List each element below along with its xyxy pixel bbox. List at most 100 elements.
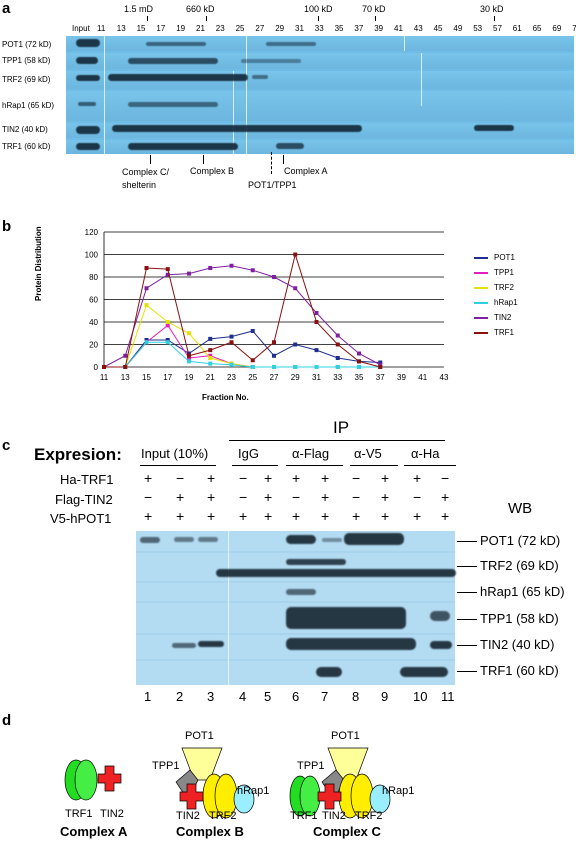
marker-label: 1.5 mD — [124, 4, 154, 14]
blot-row-label: hRap1 (65 kD) — [2, 101, 55, 110]
fraction-number: 23 — [215, 24, 225, 33]
fraction-number: 61 — [512, 24, 522, 33]
fraction-number: 11 — [97, 24, 106, 33]
y-tick-label: 120 — [85, 228, 99, 237]
fraction-number: 15 — [136, 24, 146, 33]
legend-swatch — [474, 331, 488, 334]
complex-c-diagram — [289, 747, 391, 819]
expression-sign: + — [264, 508, 273, 524]
wb-band-label: hRap1 (65 kD) — [480, 584, 565, 599]
diagram-label: hRap1 — [237, 785, 270, 797]
y-tick-label: 40 — [89, 318, 98, 327]
data-point — [165, 338, 170, 342]
legend-label: hRap1 — [494, 298, 518, 307]
data-point — [314, 320, 319, 324]
complex-b-annotation: Complex B — [190, 166, 235, 176]
data-point — [165, 340, 170, 345]
y-tick-label: 20 — [89, 341, 98, 350]
data-point — [229, 362, 234, 367]
blot-row-label: TIN2 (40 kD) — [2, 125, 48, 134]
legend-swatch — [474, 316, 488, 319]
fraction-number: 29 — [275, 24, 285, 33]
diagram-label: TRF2 — [209, 810, 237, 822]
lane-number: 3 — [207, 689, 215, 704]
legend-label: TIN2 — [494, 313, 512, 322]
data-point — [187, 351, 191, 356]
data-point — [335, 333, 340, 338]
data-point — [165, 320, 170, 324]
data-point — [250, 358, 255, 363]
chart-legend: POT1 TPP1 TRF2 hRap1 TIN2 TRF1 — [474, 253, 554, 348]
data-point — [378, 360, 383, 365]
expression-sign: − — [239, 470, 248, 486]
lane-number: 2 — [176, 689, 184, 704]
data-point — [314, 365, 319, 369]
fraction-number: 43 — [413, 24, 423, 33]
lane-number: 9 — [381, 689, 389, 704]
complex-name: Complex B — [176, 824, 244, 839]
data-point — [187, 353, 191, 358]
expression-sign: + — [441, 508, 450, 524]
data-point — [250, 329, 255, 333]
chart-y-axis-label: Protein Distribution — [34, 226, 43, 301]
group-label: IgG — [238, 446, 259, 461]
lane-number: 1 — [144, 689, 152, 704]
data-point — [208, 348, 213, 353]
x-tick-label: 35 — [355, 373, 364, 382]
western-blot-a — [66, 36, 574, 154]
panel-d-letter: d — [2, 712, 12, 729]
fraction-number: 69 — [552, 24, 562, 33]
data-point — [144, 266, 149, 270]
data-point — [272, 275, 276, 279]
wb-band-label: TRF2 (69 kD) — [480, 558, 559, 573]
data-point — [357, 351, 361, 356]
legend-item: TIN2 — [474, 313, 511, 326]
panel-c-letter: c — [2, 437, 11, 454]
fraction-number: 39 — [374, 24, 384, 33]
wb-band-label: TIN2 (40 kD) — [480, 637, 555, 652]
y-tick-label: 60 — [89, 296, 98, 305]
ip-label: IP — [333, 418, 350, 437]
data-point — [335, 356, 340, 360]
data-point — [144, 303, 149, 308]
wb-band-label: TRF1 (60 kD) — [480, 663, 559, 678]
x-tick-label: 15 — [142, 373, 151, 382]
complex-name: Complex C — [313, 824, 381, 839]
diagram-label: POT1 — [185, 730, 214, 742]
x-tick-label: 31 — [312, 373, 321, 382]
wb-label: WB — [508, 500, 533, 517]
expression-sign: − — [352, 470, 361, 486]
expression-row-label: Ha-TRF1 — [60, 472, 114, 487]
x-tick-label: 17 — [163, 373, 172, 382]
fraction-number: 33 — [314, 24, 324, 33]
data-point — [314, 348, 319, 353]
data-point — [229, 263, 234, 268]
data-point — [208, 266, 213, 270]
western-blot-c — [136, 531, 456, 685]
x-tick-label: 11 — [100, 373, 109, 382]
wb-band-label: POT1 (72 kD) — [480, 533, 561, 548]
fraction-number: 19 — [176, 24, 186, 33]
expression-sign: + — [321, 470, 330, 486]
x-tick-label: 13 — [121, 373, 130, 382]
blot-row-label: TRF1 (60 kD) — [2, 142, 51, 151]
expression-sign: + — [441, 489, 450, 505]
input-label: Input — [72, 24, 90, 33]
complex-b-diagram — [175, 747, 255, 819]
x-tick-label: 21 — [206, 373, 215, 382]
protein-distribution-chart: 0 20 40 60 80 100 120 11 13 15 17 19 21 23 25 27 29 31 33 3… — [85, 228, 449, 382]
marker-label: 70 kD — [362, 4, 386, 14]
expression-sign: + — [413, 508, 422, 524]
expression-sign: + — [381, 508, 390, 524]
diagram-label: TPP1 — [297, 760, 325, 772]
data-point — [208, 336, 213, 341]
data-point — [250, 268, 255, 273]
expression-sign: + — [176, 489, 185, 505]
diagram-label: POT1 — [331, 730, 360, 742]
fraction-number: 27 — [255, 24, 265, 33]
x-tick-label: 43 — [440, 373, 449, 382]
data-point — [272, 365, 276, 369]
fraction-number: 45 — [433, 24, 443, 33]
data-point — [378, 365, 383, 369]
data-point — [335, 342, 340, 347]
